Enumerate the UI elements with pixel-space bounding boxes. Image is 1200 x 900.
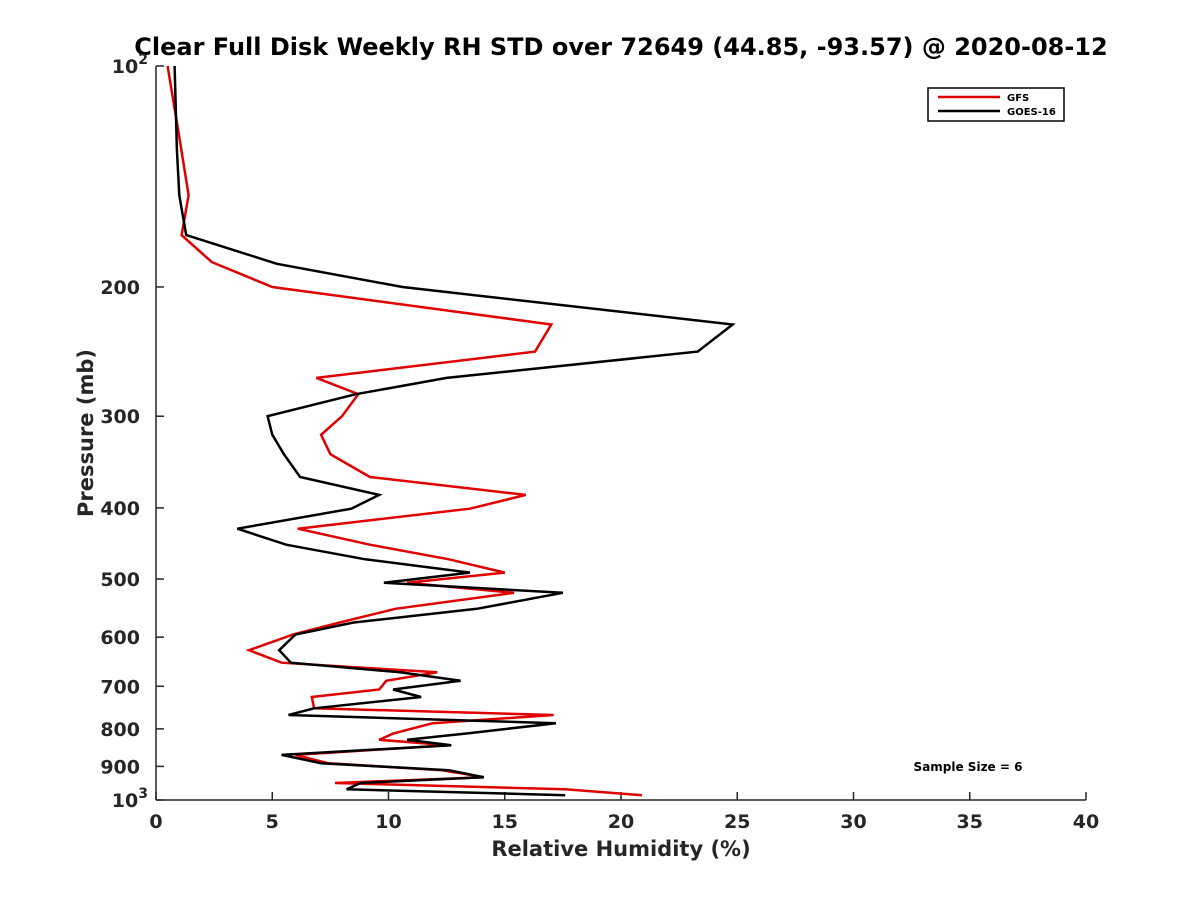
y-tick-label: 400 (100, 498, 140, 520)
sample-size-annotation: Sample Size = 6 (914, 760, 1023, 774)
x-tick-label: 15 (492, 811, 518, 833)
y-tick-label-exponent: 3 (138, 786, 148, 802)
series-line-goes16 (173, 65, 736, 797)
y-tick-label: 500 (100, 569, 140, 591)
x-axis-ticks: 0 5 10 15 20 25 30 35 40 (149, 792, 1099, 833)
y-tick-label: 103 (112, 786, 148, 812)
y-tick-label: 200 (100, 277, 140, 299)
y-tick-label: 900 (100, 756, 140, 778)
y-tick-label-base: 10 (112, 56, 138, 78)
series-line-gfs (166, 65, 642, 797)
y-tick-label: 600 (100, 627, 140, 649)
legend-box (927, 87, 1065, 122)
chart-title: Clear Full Disk Weekly RH STD over 72649… (134, 33, 1107, 61)
x-tick-label: 40 (1073, 811, 1099, 833)
x-tick-label: 30 (840, 811, 866, 833)
y-tick-label: 300 (100, 406, 140, 428)
x-tick-label: 10 (375, 811, 401, 833)
x-tick-label: 35 (957, 811, 983, 833)
y-tick-label-base: 10 (112, 790, 138, 812)
y-axis-label: Pressure (mb) (74, 349, 98, 517)
legend-label-gfs: GFS (1007, 93, 1029, 104)
y-tick-label: 700 (100, 676, 140, 698)
legend: GFS GOES-16 (927, 87, 1065, 122)
x-tick-label: 25 (724, 811, 750, 833)
y-tick-label: 800 (100, 719, 140, 741)
legend-label-goes16: GOES-16 (1007, 107, 1056, 118)
x-tick-label: 0 (149, 811, 162, 833)
x-tick-label: 5 (266, 811, 279, 833)
y-tick-label-exponent: 2 (138, 52, 148, 68)
x-axis-label: Relative Humidity (%) (491, 837, 750, 861)
y-tick-label: 102 (112, 52, 148, 78)
series-layer (166, 65, 736, 797)
x-tick-label: 20 (608, 811, 634, 833)
